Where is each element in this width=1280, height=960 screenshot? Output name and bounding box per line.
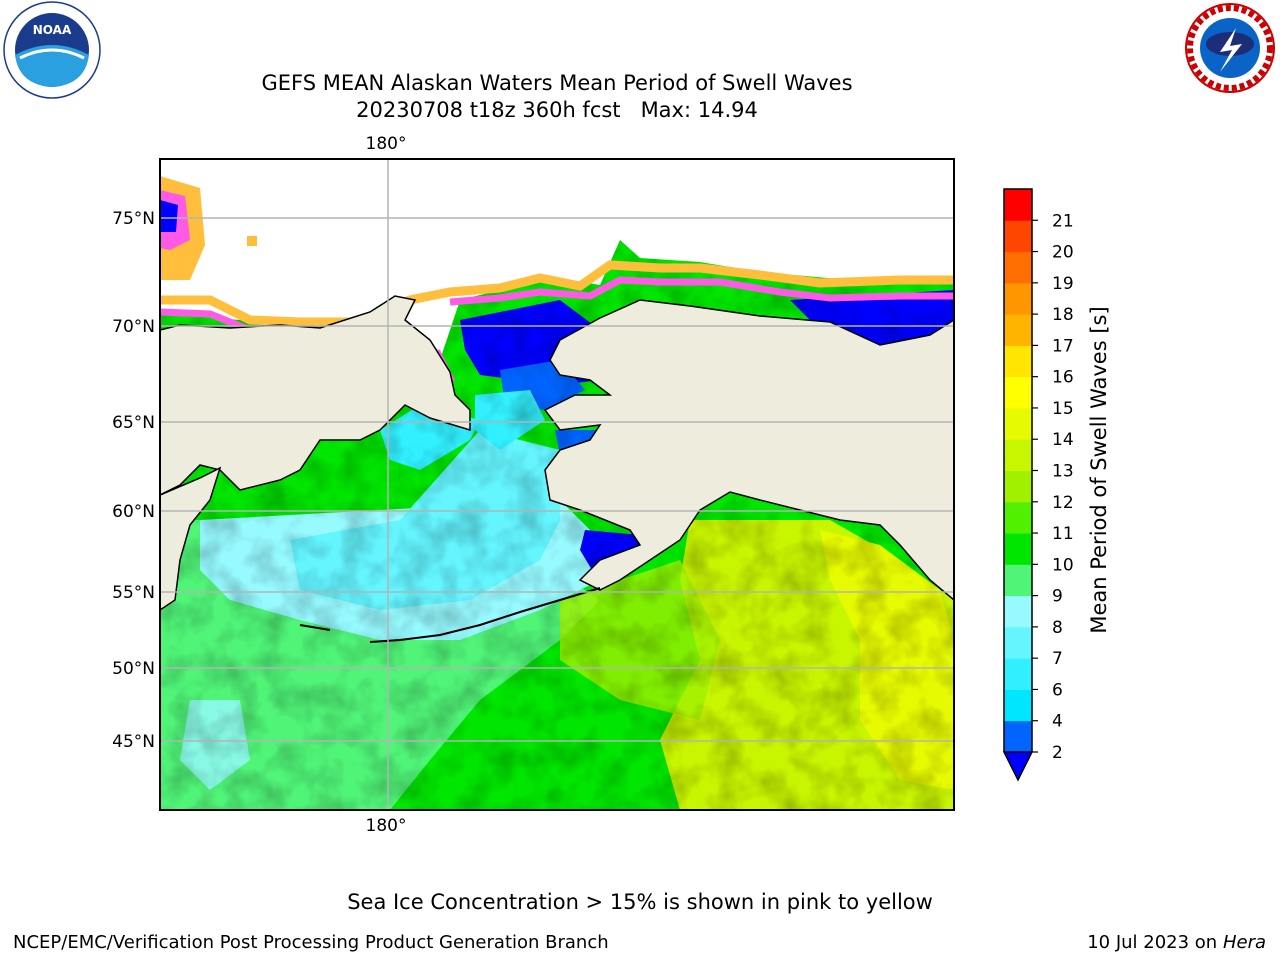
colorbar-bin	[1004, 314, 1032, 346]
colorbar-bin	[1004, 439, 1032, 471]
colorbar-bin	[1004, 345, 1032, 378]
title-line-2: 20230708 t18z 360h fcst Max: 14.94	[356, 98, 758, 122]
kamchatka-land	[160, 466, 222, 611]
lon-label-bottom: 180°	[366, 816, 407, 836]
colorbar-bin	[1004, 533, 1032, 565]
colorbar-tick-label: 2	[1052, 743, 1063, 763]
colorbar-bin	[1004, 501, 1032, 534]
colorbar-bin	[1004, 251, 1032, 284]
noaa-logo-text: NOAA	[33, 23, 72, 37]
colorbar-tick-label: 11	[1052, 524, 1074, 544]
sea-ice-floe	[247, 236, 257, 246]
graticule	[160, 159, 954, 810]
chart-title: GEFS MEAN Alaskan Waters Mean Period of …	[0, 70, 1114, 124]
siberia-land	[160, 295, 471, 496]
colorbar-tick-label: 4	[1052, 712, 1063, 732]
map-border	[159, 158, 955, 811]
colorbar-tick-label: 15	[1052, 399, 1074, 419]
lat-label-55: 55°N	[112, 583, 155, 603]
colorbar-bin	[1004, 564, 1032, 597]
colorbar-tick-label: 10	[1052, 555, 1074, 575]
aleutian-islands	[299, 587, 601, 643]
colorbar-tick-label: 12	[1052, 493, 1074, 513]
colorbar-bin	[1004, 189, 1032, 221]
alaska-land	[543, 299, 954, 601]
lat-label-65: 65°N	[112, 413, 155, 433]
footer-branch: NCEP/EMC/Verification Post Processing Pr…	[13, 932, 609, 953]
footer-machine: Hera	[1222, 932, 1266, 953]
colorbar-bin	[1004, 407, 1032, 440]
lat-label-50: 50°N	[112, 659, 155, 679]
noaa-logo: NOAA	[3, 1, 101, 99]
colorbar-bin	[1004, 470, 1032, 503]
lat-labels: 75°N 70°N 65°N 60°N 55°N 50°N 45°N	[112, 209, 155, 752]
colorbar-bin	[1004, 376, 1032, 409]
lat-label-75: 75°N	[112, 209, 155, 229]
colorbar-label: Mean Period of Swell Waves [s]	[1087, 306, 1111, 633]
lon-label-top: 180°	[366, 134, 407, 154]
colorbar-extend-arrow	[1002, 751, 1034, 782]
colorbar-tick-label: 7	[1052, 649, 1063, 669]
colorbar-bin	[1004, 282, 1032, 315]
footer-date: 10 Jul 2023 on Hera	[1087, 932, 1266, 953]
colorbar-tick-label: 9	[1052, 587, 1063, 607]
lat-label-45: 45°N	[112, 732, 155, 752]
sea-ice-edge-orange	[160, 260, 954, 327]
map-area	[160, 159, 954, 810]
colorbar-tick-label: 18	[1052, 305, 1074, 325]
colorbar: 2 4 6 7 8 9 10 11 12 13 14 15 16 17 18 19 20 21	[1002, 188, 1074, 782]
colorbar-bin	[1004, 658, 1032, 690]
colorbar-tick-label: 21	[1052, 211, 1074, 231]
colorbar-tick-label: 14	[1052, 430, 1074, 450]
colorbar-tick-label: 19	[1052, 274, 1074, 294]
sea-ice-caption: Sea Ice Concentration > 15% is shown in …	[347, 890, 933, 914]
colorbar-bin	[1004, 220, 1032, 253]
colorbar-bin	[1004, 689, 1032, 722]
colorbar-tick-label: 17	[1052, 336, 1074, 356]
footer-date-text: 10 Jul 2023 on	[1087, 932, 1223, 953]
colorbar-tick-label: 8	[1052, 618, 1063, 638]
colorbar-tick-label: 6	[1052, 680, 1063, 700]
lat-label-70: 70°N	[112, 317, 155, 337]
colorbar-tick-label: 20	[1052, 243, 1074, 263]
colorbar-bin	[1004, 720, 1032, 753]
arctic-no-data	[160, 159, 954, 360]
nws-logo	[1185, 3, 1275, 93]
sea-ice-nw-blue	[160, 200, 178, 232]
colorbar-tick-label: 16	[1052, 368, 1074, 388]
lat-label-60: 60°N	[112, 502, 155, 522]
colorbar-bin	[1004, 595, 1032, 628]
colorbar-bin	[1004, 626, 1032, 659]
title-line-1: GEFS MEAN Alaskan Waters Mean Period of …	[261, 71, 853, 95]
colorbar-tick-label: 13	[1052, 462, 1074, 482]
